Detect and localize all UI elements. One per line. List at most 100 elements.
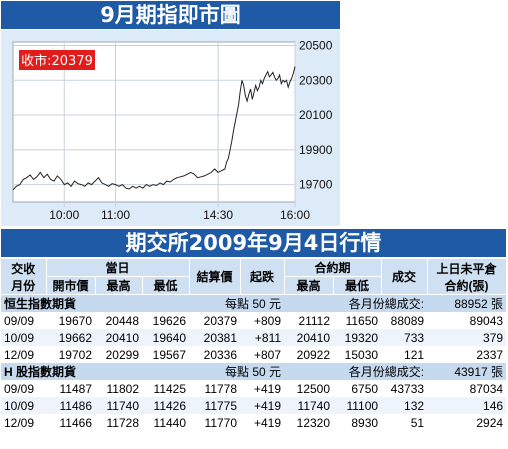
cell-c-low: 8930 bbox=[351, 415, 379, 430]
cell-low: 19567 bbox=[152, 347, 187, 362]
section-per-point: 每點 50 元 bbox=[189, 363, 285, 380]
cell-oi: 87034 bbox=[469, 381, 504, 396]
cell-c-high: 11740 bbox=[284, 397, 334, 414]
cell-high: 20448 bbox=[105, 313, 139, 328]
cell-settle: 20336 bbox=[203, 347, 238, 362]
section-total-value: 43917 張 bbox=[427, 363, 507, 380]
cell-open: 19702 bbox=[58, 347, 92, 362]
cell-c-high: 20922 bbox=[296, 347, 331, 362]
cell-open: 19670 bbox=[58, 313, 92, 328]
cell-open: 11486 bbox=[46, 397, 95, 414]
cell-settle: 11770 bbox=[204, 415, 238, 430]
section-total-value: 88952 張 bbox=[427, 294, 507, 312]
x-tick-label: 16:00 bbox=[280, 208, 310, 222]
header-change: 起跌 bbox=[240, 259, 285, 295]
header-day: 當日 bbox=[46, 259, 190, 277]
cell-high: 11728 bbox=[106, 415, 139, 430]
cell-c-high: 21112 bbox=[298, 313, 331, 328]
cell-c-high: 12500 bbox=[296, 381, 331, 396]
y-tick-label: 20100 bbox=[299, 108, 333, 122]
close-price-badge bbox=[19, 50, 95, 70]
header-high: 最高 bbox=[95, 276, 143, 295]
cell-settle: 11778 bbox=[204, 381, 238, 396]
cell-high: 20410 bbox=[95, 329, 142, 346]
cell-c-low: 15030 bbox=[344, 347, 379, 362]
cell-c-low: 11650 bbox=[345, 313, 379, 328]
y-tick-label: 20300 bbox=[299, 73, 333, 87]
x-tick-label: 11:00 bbox=[101, 208, 130, 222]
cell-settle: 11775 bbox=[189, 397, 241, 414]
cell-volume: 43733 bbox=[390, 381, 425, 396]
cell-high: 20299 bbox=[105, 347, 139, 362]
section-name: H 股指數期貨 bbox=[1, 363, 190, 380]
cell-month: 12/09 bbox=[4, 415, 35, 430]
intraday-chart: 19700 19900 20100 20300 20500 10:00 11:00 14:3… bbox=[12, 38, 333, 222]
chart-title-banner: 9月期指即市圖 bbox=[1, 1, 340, 29]
x-tick-label: 10:00 bbox=[49, 208, 79, 222]
intraday-chart-panel: 19700 19900 20100 20300 20500 10:00 11:00 14:3… bbox=[1, 30, 340, 226]
cell-high: 11802 bbox=[106, 381, 139, 396]
cell-low: 11440 bbox=[153, 415, 187, 430]
cell-settle: 20379 bbox=[203, 313, 238, 328]
y-tick-label: 19700 bbox=[299, 178, 333, 192]
cell-low: 19640 bbox=[142, 329, 190, 346]
cell-c-high: 20410 bbox=[284, 329, 334, 346]
futures-quote-table: 交收 月份 當日 結算價 起跌 合約期 成交 上日未平倉 合約(張) 開市價 最高 … bbox=[1, 259, 507, 431]
header-low: 最低 bbox=[142, 276, 190, 295]
market-title-banner: 期交所2009年9月4日行情 bbox=[1, 229, 506, 257]
cell-change: +419 bbox=[240, 397, 285, 414]
header-month: 交收 月份 bbox=[1, 259, 47, 295]
cell-volume: 51 bbox=[410, 415, 425, 430]
cell-oi: 2337 bbox=[476, 347, 504, 362]
section-per-point: 每點 50 元 bbox=[189, 294, 285, 312]
cell-c-low: 6750 bbox=[351, 381, 379, 396]
section-name: 恒生指數期貨 bbox=[1, 294, 190, 312]
section-header: H 股指數期貨 每點 50 元各月份總成交: 43917 張 bbox=[1, 363, 507, 380]
cell-high: 11740 bbox=[95, 397, 142, 414]
cell-oi: 89043 bbox=[469, 313, 504, 328]
table-row: 12/09 19702 20299 19567 20336 +807 20922 15030 1… bbox=[1, 346, 506, 363]
table-row: 09/09 11487 11802 11425 11778 +419 12500 6750 43… bbox=[1, 380, 506, 397]
cell-volume: 733 bbox=[381, 329, 428, 346]
cell-open: 11466 bbox=[59, 415, 92, 430]
cell-month: 12/09 bbox=[4, 347, 35, 362]
cell-open: 11487 bbox=[59, 381, 92, 396]
table-row: 10/09 11486 11740 11426 11775 +419 11740 11100 1… bbox=[1, 397, 507, 414]
price-line bbox=[12, 66, 296, 191]
cell-change: +807 bbox=[254, 347, 282, 362]
section-header: 恒生指數期貨 每點 50 元各月份總成交: 88952 張 bbox=[1, 294, 507, 312]
table-row: 10/09 19662 20410 19640 20381 +811 20410 19320 7… bbox=[1, 329, 507, 346]
cell-oi: 2924 bbox=[476, 415, 504, 430]
y-tick-label: 20500 bbox=[299, 38, 333, 52]
cell-low: 11426 bbox=[142, 397, 190, 414]
cell-month: 09/09 bbox=[4, 313, 35, 328]
cell-change: +811 bbox=[240, 329, 285, 346]
cell-change: +419 bbox=[254, 415, 282, 430]
cell-low: 19626 bbox=[152, 313, 187, 328]
cell-volume: 132 bbox=[381, 397, 428, 414]
header-open: 開市價 bbox=[46, 276, 96, 295]
header-settle: 結算價 bbox=[189, 259, 241, 295]
header-contract-low: 最低 bbox=[333, 276, 382, 295]
section-total-label: 各月份總成交: bbox=[284, 363, 428, 380]
close-price-label: 收市:20379 bbox=[21, 53, 93, 69]
cell-change: +809 bbox=[254, 313, 282, 328]
table-row: 12/09 11466 11728 11440 11770 +419 12320 8930 51… bbox=[1, 414, 506, 431]
cell-c-high: 12320 bbox=[296, 415, 331, 430]
x-tick-label: 14:30 bbox=[203, 208, 233, 222]
cell-oi: 146 bbox=[427, 397, 507, 414]
cell-volume: 121 bbox=[404, 347, 425, 362]
header-contract-high: 最高 bbox=[284, 276, 334, 295]
cell-change: +419 bbox=[254, 381, 282, 396]
cell-month: 10/09 bbox=[1, 329, 46, 346]
table-row: 09/09 19670 20448 19626 20379 +809 21112 11650 8… bbox=[1, 312, 506, 329]
cell-c-low: 19320 bbox=[333, 329, 382, 346]
section-total-label: 各月份總成交: bbox=[284, 294, 428, 312]
cell-low: 11425 bbox=[153, 381, 187, 396]
cell-c-low: 11100 bbox=[333, 397, 382, 414]
cell-open: 19662 bbox=[46, 329, 95, 346]
cell-month: 09/09 bbox=[4, 381, 35, 396]
y-tick-label: 19900 bbox=[299, 143, 333, 157]
header-open-interest: 上日未平倉 合約(張) bbox=[427, 259, 507, 295]
header-contract: 合約期 bbox=[284, 259, 382, 277]
